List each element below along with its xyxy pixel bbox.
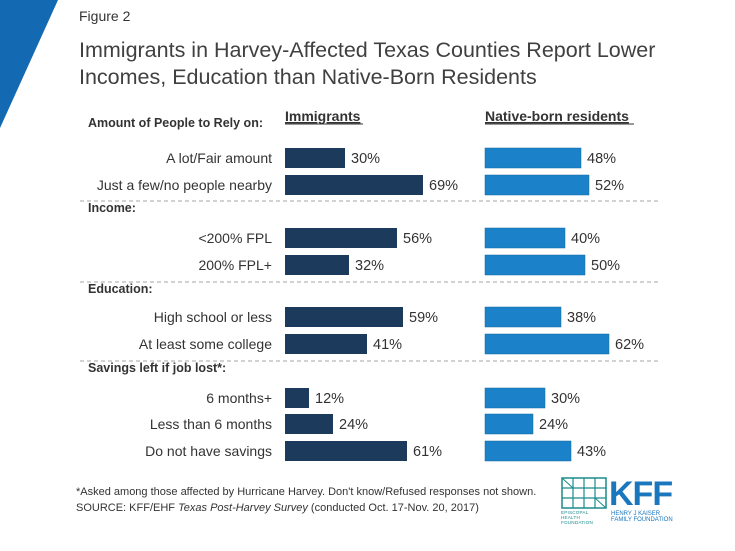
data-label-immigrants: 61% <box>413 444 442 460</box>
data-label-native-born: 50% <box>591 258 620 274</box>
figure-label: Figure 2 <box>79 8 131 24</box>
data-label-native-born: 62% <box>615 337 644 353</box>
bar-immigrants <box>285 148 345 168</box>
category-label: Just a few/no people nearby <box>97 177 272 193</box>
source-prefix: SOURCE: KFF/EHF <box>76 502 179 514</box>
bar-immigrants <box>285 307 403 327</box>
category-label: A lot/Fair amount <box>166 150 272 166</box>
bar-native-born <box>484 413 534 435</box>
source-note: SOURCE: KFF/EHF Texas Post-Harvey Survey… <box>76 500 479 516</box>
data-label-native-born: 52% <box>595 178 624 194</box>
chart-title: Immigrants in Harvey-Affected Texas Coun… <box>79 37 719 91</box>
group-label: Income: <box>88 201 136 215</box>
series-header-immigrants: Immigrants <box>285 108 361 124</box>
data-label-immigrants: 12% <box>315 391 344 407</box>
data-label-immigrants: 69% <box>429 178 458 194</box>
bar-native-born <box>484 440 572 462</box>
data-label-native-born: 40% <box>571 231 600 247</box>
bar-native-born <box>484 227 566 249</box>
chart-title-line1: Immigrants in Harvey-Affected Texas Coun… <box>79 38 656 62</box>
bar-native-born <box>484 254 586 276</box>
bar-native-born <box>484 306 562 328</box>
bar-immigrants <box>285 175 423 195</box>
bar-immigrants <box>285 414 333 434</box>
category-label: Do not have savings <box>145 443 272 459</box>
bar-native-born <box>484 174 590 196</box>
ehf-logo-text: EPISCOPAL HEALTH FOUNDATION <box>561 510 594 525</box>
kff-ehf-logo: KFF EPISCOPAL HEALTH FOUNDATION HENRY J … <box>561 475 681 525</box>
category-label: 200% FPL+ <box>198 257 272 273</box>
category-label: 6 months+ <box>206 390 272 406</box>
data-label-immigrants: 59% <box>409 310 438 326</box>
data-label-native-born: 38% <box>567 310 596 326</box>
corner-accent-triangle <box>0 0 58 128</box>
bar-native-born <box>484 147 582 169</box>
category-label: <200% FPL <box>198 230 272 246</box>
kff-logo-text: KFF <box>609 475 673 513</box>
data-label-native-born: 48% <box>587 151 616 167</box>
series-header-native-born: Native-born residents <box>485 108 629 124</box>
bar-immigrants <box>285 228 397 248</box>
source-survey-name: Texas Post-Harvey Survey <box>178 502 308 514</box>
bar-immigrants <box>285 441 407 461</box>
footnote: *Asked among those affected by Hurricane… <box>76 486 537 498</box>
kff-logo-subtext: HENRY J KAISER FAMILY FOUNDATION <box>611 511 673 523</box>
data-label-immigrants: 56% <box>403 231 432 247</box>
category-label: Less than 6 months <box>150 416 272 432</box>
data-label-immigrants: 30% <box>351 151 380 167</box>
bar-native-born <box>484 333 610 355</box>
group-label: Amount of People to Rely on: <box>88 116 263 130</box>
source-suffix: (conducted Oct. 17-Nov. 20, 2017) <box>307 502 479 514</box>
chart-title-line2: Incomes, Education than Native-Born Resi… <box>79 65 537 89</box>
bar-immigrants <box>285 388 309 408</box>
ehf-logo-icon <box>561 477 607 509</box>
category-label: At least some college <box>139 336 272 352</box>
bar-immigrants <box>285 334 367 354</box>
data-label-native-born: 24% <box>539 417 568 433</box>
bar-immigrants <box>285 255 349 275</box>
data-label-immigrants: 32% <box>355 258 384 274</box>
data-label-immigrants: 41% <box>373 337 402 353</box>
data-label-immigrants: 24% <box>339 417 368 433</box>
corner-accent-shape <box>0 0 58 128</box>
bar-native-born <box>484 387 546 409</box>
group-label: Education: <box>88 282 153 296</box>
group-label: Savings left if job lost*: <box>88 361 226 375</box>
data-label-native-born: 43% <box>577 444 606 460</box>
data-label-native-born: 30% <box>551 391 580 407</box>
category-label: High school or less <box>154 309 272 325</box>
